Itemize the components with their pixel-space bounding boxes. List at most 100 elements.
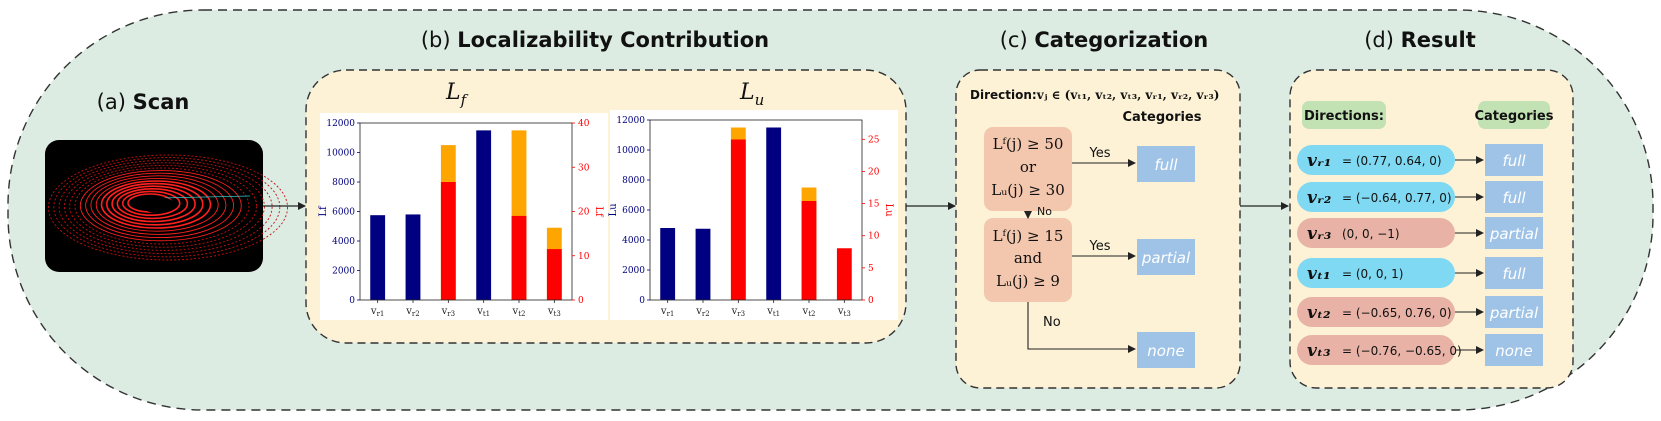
output-full-box bbox=[1137, 146, 1195, 182]
y-tick-label: 8000 bbox=[332, 178, 355, 188]
y-tick-label: 8000 bbox=[622, 176, 645, 186]
result-vector-name: vᵣ₁ bbox=[1307, 151, 1331, 171]
y-tick-label: 12000 bbox=[326, 119, 355, 129]
y-tick-label: 0 bbox=[639, 296, 645, 306]
chart-lf: 0 2000 4000 6000 8000 10000 12000 0 10 20 30 40 Lf Lf… bbox=[318, 113, 608, 320]
result-category-box bbox=[1485, 257, 1543, 289]
scan-ring bbox=[95, 177, 219, 232]
condition-box-2 bbox=[984, 218, 1072, 302]
scan-ring bbox=[74, 167, 250, 245]
scan-ring bbox=[90, 175, 227, 235]
scan-heading: (a) Scan bbox=[97, 90, 190, 114]
y-right-tick-label: 20 bbox=[578, 208, 590, 218]
result-vector-pill bbox=[1297, 182, 1455, 212]
directions-label: Directions: bbox=[1304, 109, 1384, 124]
bar-blue-vt1 bbox=[476, 130, 492, 300]
result-vector-name: vᵣ₂ bbox=[1307, 188, 1331, 208]
y-right-tick-label: 5 bbox=[868, 264, 874, 274]
scan-ring bbox=[79, 170, 242, 242]
result-category-label: full bbox=[1502, 189, 1526, 207]
result-category-label: none bbox=[1495, 342, 1532, 360]
y-tick-label: 10000 bbox=[326, 149, 355, 159]
condition-1-line2: or bbox=[1020, 158, 1037, 176]
bar-blue-vr2 bbox=[695, 228, 711, 300]
output-full-label: full bbox=[1154, 156, 1178, 174]
categories-label: Categories bbox=[1122, 110, 1201, 125]
y-right-tick-label: 30 bbox=[578, 163, 590, 173]
result-category-box bbox=[1485, 217, 1543, 249]
result-categories-label: Categories bbox=[1474, 109, 1553, 124]
result-category-label: full bbox=[1502, 152, 1526, 170]
y-tick-label: 6000 bbox=[332, 208, 355, 218]
result-category-box bbox=[1485, 334, 1543, 366]
chart-lu: 0 2000 4000 6000 8000 10000 12000 0 5 10 15 20 25 Lu L… bbox=[608, 110, 898, 320]
direction-line: Direction:vⱼ ∈ (vₜ₁, vₜ₂, vₜ₃, vᵣ₁, vᵣ₂,… bbox=[970, 88, 1219, 102]
result-category-box bbox=[1485, 181, 1543, 213]
condition-2-line2: and bbox=[1014, 249, 1043, 267]
y-right-tick-label: 0 bbox=[868, 296, 874, 306]
result-vector-value: = (0, 0, 1) bbox=[1342, 267, 1403, 281]
result-vector-name: vₜ₃ bbox=[1307, 341, 1331, 361]
yes-label-2: Yes bbox=[1089, 239, 1111, 254]
result-vector-value: = (−0.64, 0.77, 0) bbox=[1342, 191, 1452, 205]
directions-label-box bbox=[1302, 101, 1386, 129]
result-category-label: partial bbox=[1489, 225, 1539, 243]
condition-2-line3: Lᵤ(j) ≥ 9 bbox=[996, 272, 1060, 290]
condition-1-line3: Lᵤ(j) ≥ 30 bbox=[991, 181, 1065, 199]
scan-ring bbox=[53, 157, 281, 258]
y-right-tick-label: 25 bbox=[868, 135, 880, 145]
y-tick-label: 10000 bbox=[616, 146, 645, 156]
result-category-label: partial bbox=[1489, 304, 1539, 322]
result-heading: (d) Result bbox=[1364, 28, 1476, 52]
scan-ring bbox=[48, 154, 288, 261]
result-vector-pill bbox=[1297, 145, 1455, 175]
result-vector-name: vₜ₂ bbox=[1307, 303, 1331, 323]
result-vector-pill bbox=[1297, 335, 1455, 365]
result-rows: vᵣ₁ = (0.77, 0.64, 0) full vᵣ₂ = (−0.64, 0.7… bbox=[1297, 144, 1543, 366]
y-axis-label: Lf bbox=[318, 205, 329, 217]
scan-ring bbox=[111, 185, 196, 223]
scan-ring bbox=[85, 172, 235, 239]
y-right-tick-label: 40 bbox=[578, 119, 590, 129]
categories-label-box bbox=[1478, 101, 1550, 129]
y-tick-label: 6000 bbox=[622, 206, 645, 216]
result-category-label: full bbox=[1502, 265, 1526, 283]
y-right-tick-label: 10 bbox=[578, 252, 590, 262]
result-vector-name: vₜ₁ bbox=[1307, 264, 1331, 284]
bar-red-vt3 bbox=[836, 248, 852, 300]
output-partial-box bbox=[1137, 239, 1195, 275]
scan-ring bbox=[58, 159, 273, 255]
result-vector-pill bbox=[1297, 258, 1455, 288]
scan-ring bbox=[100, 180, 212, 229]
scan-ring bbox=[106, 182, 204, 226]
y-tick-label: 2000 bbox=[332, 267, 355, 277]
no-label-1: No bbox=[1037, 205, 1052, 218]
localizability-heading: (b) Localizability Contribution bbox=[421, 28, 769, 52]
output-partial-label: partial bbox=[1141, 249, 1191, 267]
bar-blue-vr1 bbox=[370, 215, 386, 300]
result-vector-value: = (−0.76, −0.65, 0) bbox=[1342, 344, 1462, 358]
y-right-tick-label: 0 bbox=[578, 296, 584, 306]
y-axis-label: Lu bbox=[608, 203, 619, 217]
y-tick-label: 2000 bbox=[622, 266, 645, 276]
y-right-axis-label: Lu bbox=[883, 203, 894, 217]
scan-ring bbox=[121, 190, 181, 217]
y-right-tick-label: 10 bbox=[868, 232, 880, 242]
bar-red-vt3 bbox=[546, 249, 562, 300]
result-category-box bbox=[1485, 296, 1543, 328]
y-right-tick-label: 15 bbox=[868, 200, 880, 210]
y-tick-label: 4000 bbox=[332, 237, 355, 247]
y-tick-label: 12000 bbox=[616, 116, 645, 126]
scan-trajectory bbox=[159, 195, 251, 199]
bar-blue-vt1 bbox=[766, 127, 782, 300]
condition-2-line1: Lᶠ(j) ≥ 15 bbox=[993, 227, 1064, 245]
bar-red-vt2 bbox=[801, 201, 817, 300]
result-vector-value: (0, 0, −1) bbox=[1342, 227, 1400, 241]
bar-red-vr3 bbox=[440, 182, 456, 300]
yes-label-1: Yes bbox=[1089, 146, 1111, 161]
chart-background bbox=[610, 110, 898, 320]
scan-ring bbox=[69, 164, 258, 248]
result-vector-name: vᵣ₃ bbox=[1307, 224, 1331, 244]
bar-blue-vr2 bbox=[405, 214, 421, 300]
